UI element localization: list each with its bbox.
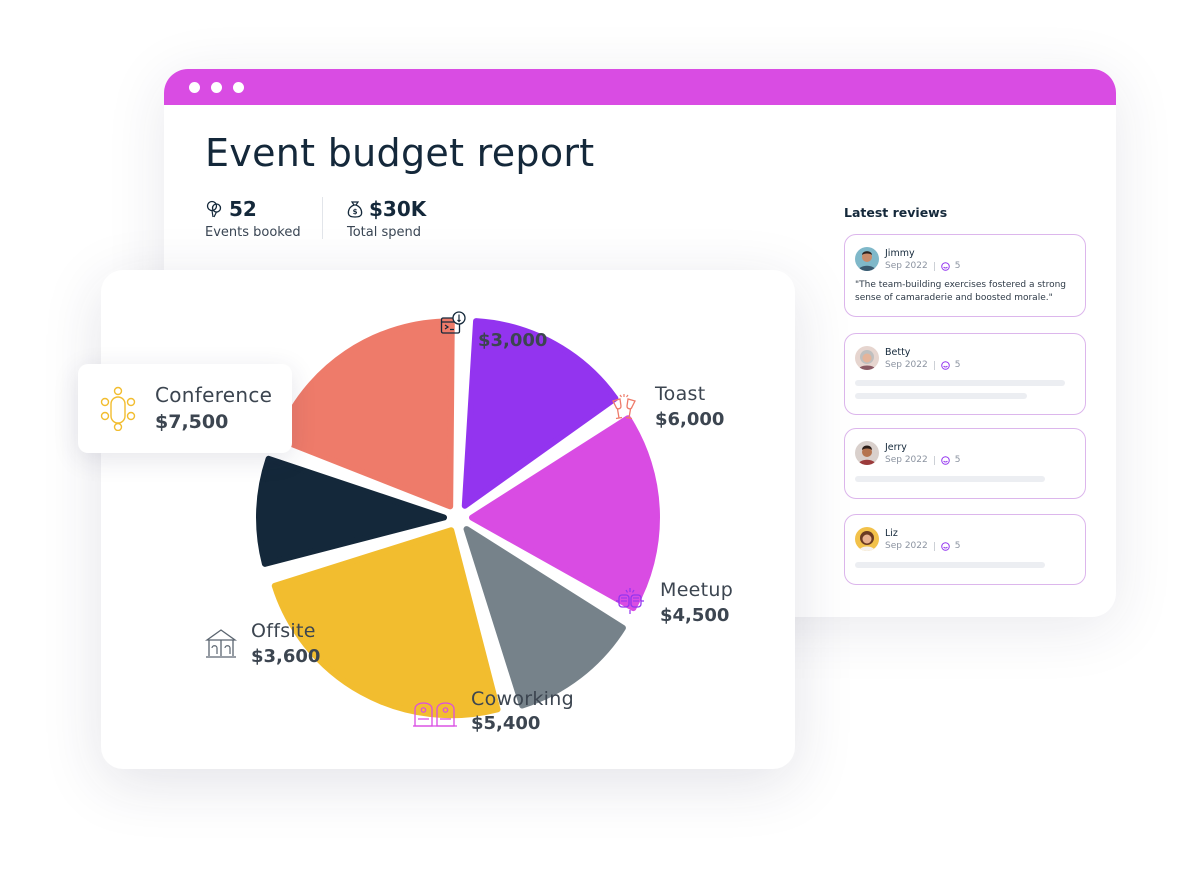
slice-label-meetup: Meetup <box>660 579 734 601</box>
review-rating: 5 <box>954 455 961 465</box>
text-placeholder-bar <box>855 476 1045 482</box>
reviewer-name: Betty <box>885 347 911 358</box>
slice-label-offsite: Offsite <box>251 620 316 642</box>
stat-total-spend: $ $30K Total spend <box>347 197 426 240</box>
svg-text:$: $ <box>353 208 358 216</box>
reviewer-name: Jerry <box>885 442 907 453</box>
review-card[interactable]: Liz Sep 2022 5 <box>844 514 1086 585</box>
review-card[interactable]: Jerry Sep 2022 5 <box>844 428 1086 499</box>
slice-label-toast: Toast <box>655 383 706 405</box>
window-dot[interactable] <box>211 82 222 93</box>
web-terminal-icon <box>440 311 466 334</box>
slice-value-web: $3,000 <box>478 330 548 351</box>
review-date: Sep 2022 <box>885 541 928 551</box>
chart-card <box>101 270 795 769</box>
highlight-callout[interactable] <box>78 364 292 453</box>
review-text: "The team-building exercises fostered a … <box>855 280 1066 303</box>
review-card[interactable]: Betty Sep 2022 5 <box>844 333 1086 415</box>
stat-label: Events booked <box>205 225 301 240</box>
review-date: Sep 2022 <box>885 360 928 370</box>
review-meta: Sep 2022 5 <box>885 360 960 370</box>
avatar <box>855 527 879 551</box>
window-titlebar <box>164 69 1116 105</box>
avatar <box>855 247 879 271</box>
window-dot[interactable] <box>189 82 200 93</box>
avatar <box>855 441 879 465</box>
page-title: Event budget report <box>205 131 595 175</box>
review-date: Sep 2022 <box>885 261 928 271</box>
text-placeholder-bar <box>855 380 1065 386</box>
reviews-title: Latest reviews <box>844 205 948 220</box>
toast-glasses-icon <box>612 394 636 420</box>
review-card[interactable]: Jimmy Sep 2022 5 "The team-building exer… <box>844 234 1086 317</box>
money-bag-icon: $ <box>347 201 363 218</box>
review-meta: Sep 2022 5 <box>885 261 960 271</box>
review-meta: Sep 2022 5 <box>885 455 960 465</box>
slice-label-coworking: Coworking <box>471 688 574 710</box>
stat-events-booked: 52 Events booked <box>205 197 301 240</box>
rating-icon <box>940 360 950 370</box>
coworking-booths-icon <box>413 702 457 727</box>
slice-value-toast: $6,000 <box>655 409 725 430</box>
avatar <box>855 346 879 370</box>
fist-bump-icon <box>616 588 644 614</box>
slice-label-conference: Conference <box>155 383 273 407</box>
reviewer-name: Jimmy <box>885 248 915 259</box>
rating-icon <box>940 541 950 551</box>
rating-icon <box>940 261 950 271</box>
review-rating: 5 <box>954 261 961 271</box>
slice-value-offsite: $3,600 <box>251 646 321 667</box>
text-placeholder-bar <box>855 562 1045 568</box>
window-dot[interactable] <box>233 82 244 93</box>
balloons-icon <box>206 200 222 218</box>
review-rating: 5 <box>954 541 961 551</box>
review-meta: Sep 2022 5 <box>885 541 960 551</box>
slice-value-meetup: $4,500 <box>660 605 730 626</box>
conference-table-icon <box>100 386 136 431</box>
rating-icon <box>940 455 950 465</box>
stat-value: 52 <box>229 197 257 221</box>
review-rating: 5 <box>954 360 961 370</box>
review-date: Sep 2022 <box>885 455 928 465</box>
slice-value-conference: $7,500 <box>155 411 229 433</box>
gazebo-icon <box>204 629 238 658</box>
stat-label: Total spend <box>347 225 422 240</box>
stat-divider <box>322 197 323 239</box>
reviewer-name: Liz <box>885 528 898 539</box>
slice-value-coworking: $5,400 <box>471 713 541 734</box>
text-placeholder-bar <box>855 393 1027 399</box>
stat-value: $30K <box>369 197 427 221</box>
